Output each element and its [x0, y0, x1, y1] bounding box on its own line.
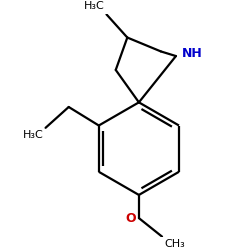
- Text: NH: NH: [182, 47, 203, 60]
- Text: H₃C: H₃C: [84, 1, 104, 11]
- Text: CH₃: CH₃: [164, 239, 185, 249]
- Text: H₃C: H₃C: [22, 130, 43, 140]
- Text: O: O: [126, 212, 136, 224]
